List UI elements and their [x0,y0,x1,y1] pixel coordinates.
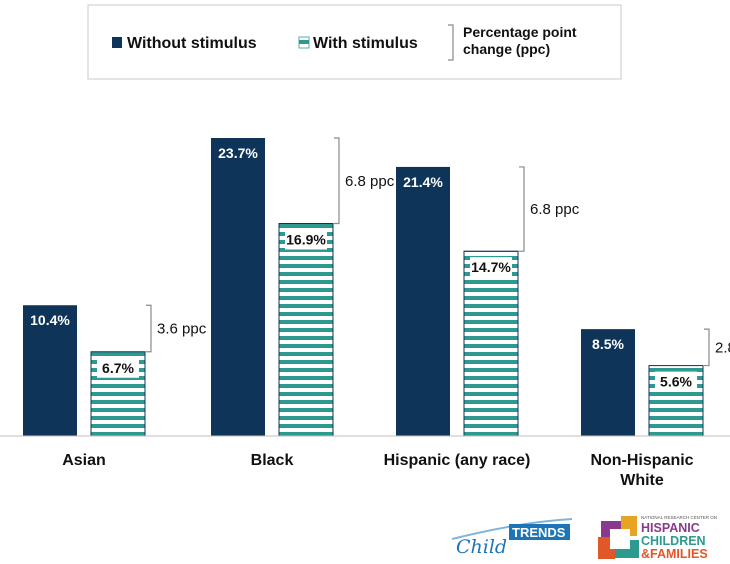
data-label-box-with [470,257,512,278]
category-label: White [620,472,664,489]
ppc-bracket [519,166,525,252]
plot-area: 10.4% 6.7% 3.6 ppc 23.7% 16.9% 6.8 ppc 21.4% 14… [23,137,730,437]
ppc-label: 2.8 ppc [715,339,730,356]
category-label: Hispanic (any race) [384,452,531,469]
legend-bracket [448,24,454,61]
bar-without [23,305,77,436]
nrc-line-children: CHILDREN [641,534,706,548]
data-label-without: 21.4% [403,174,443,190]
childtrends-child-text: Child [456,536,507,558]
childtrends-logo: Child TRENDS [451,518,573,558]
childtrends-box [509,524,570,540]
legend: Without stimulus With stimulus Percentag… [87,4,622,80]
childtrends-trends-text: TRENDS [512,525,566,540]
data-label-box-with [285,229,327,250]
legend-swatch-without [112,37,122,48]
data-label-box-with [655,371,697,392]
nrc-logo: NATIONAL RESEARCH CENTER ON HISPANIC CHI… [598,515,717,561]
data-label-with: 14.7% [471,259,511,275]
data-label-without: 23.7% [218,145,258,161]
data-label-box-with [97,357,139,378]
legend-ppc-line1: Percentage point [463,24,577,40]
nrc-line-hispanic: HISPANIC [641,521,700,535]
data-label-with: 16.9% [286,232,326,248]
ppc-bracket [704,328,710,367]
data-label-without: 8.5% [592,336,624,352]
ppc-label: 6.8 ppc [345,173,395,190]
bar-with [463,250,519,437]
category-label: Non-Hispanic [590,452,693,469]
category-label: Asian [62,452,106,469]
category-label: Black [251,452,294,469]
legend-ppc-line2: change (ppc) [463,41,550,57]
bar-with [278,223,334,437]
legend-swatch-with [298,36,310,49]
ppc-bracket [334,137,340,225]
data-label-with: 5.6% [660,374,692,390]
bar-without [581,329,635,436]
bar-without [396,166,450,436]
legend-label-with: With stimulus [313,35,418,52]
legend-frame [87,4,622,80]
nrc-mark-icon [598,516,639,559]
ppc-label: 6.8 ppc [530,201,580,218]
category-labels: Asian Black Hispanic (any race) Non-Hispani… [62,452,693,489]
nrc-small-text: NATIONAL RESEARCH CENTER ON [641,515,717,520]
nrc-line-families: &FAMILIES [641,547,708,561]
bar-without [211,138,265,436]
ppc-bracket [146,304,152,353]
legend-label-without: Without stimulus [127,35,257,52]
data-label-with: 6.7% [102,360,134,376]
ppc-label: 3.6 ppc [157,320,207,337]
data-label-without: 10.4% [30,312,70,328]
